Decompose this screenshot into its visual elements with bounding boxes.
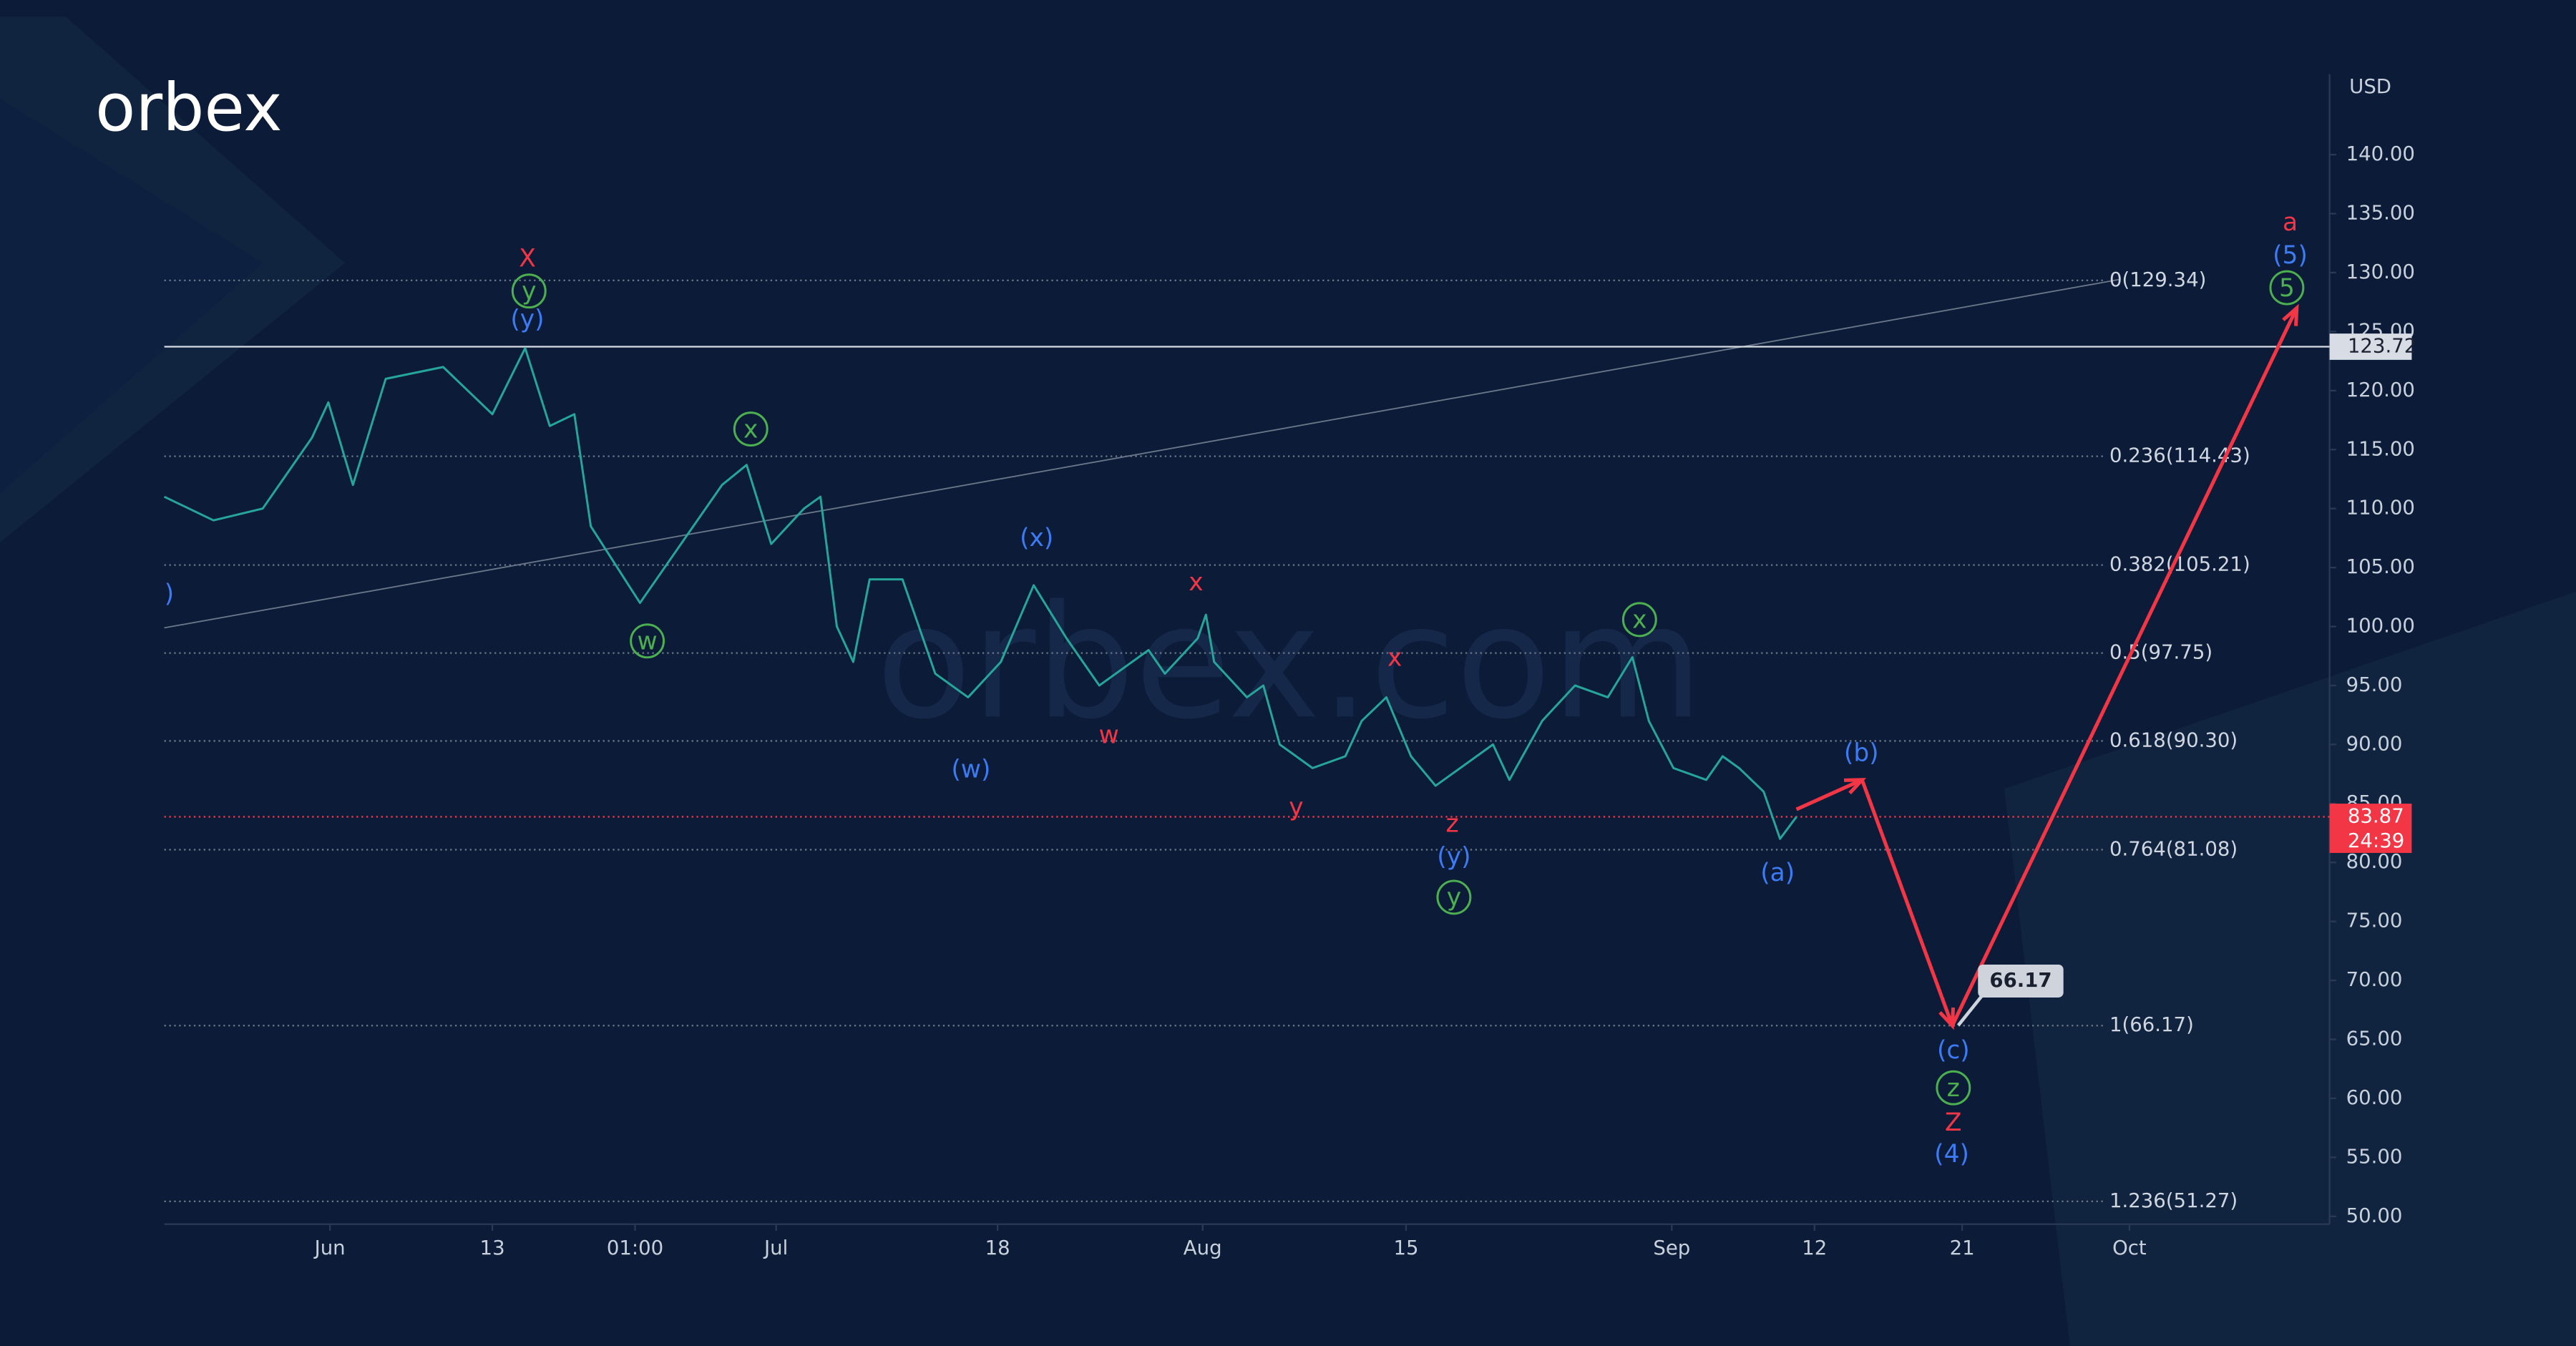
level-label: 123.72 [2348, 335, 2416, 358]
wave-label: z [1446, 809, 1459, 838]
price-label: 83.87 [2348, 804, 2404, 827]
bg-shape [0, 99, 263, 494]
level-box [2329, 333, 2412, 360]
axis-label: USD [2349, 75, 2391, 98]
wave-circle [630, 623, 665, 659]
wave-label: x [1189, 568, 1203, 597]
wave-circle [1436, 879, 1472, 915]
target-box [1978, 965, 2064, 998]
wave-label: ) [165, 580, 174, 608]
x-tick-label: 15 [1393, 1237, 1418, 1259]
fib-label: 0.5(97.75) [2109, 641, 2212, 664]
y-tick-label: 115.00 [2346, 437, 2415, 460]
x-tick-label: Aug [1184, 1237, 1222, 1259]
wave-label: (4) [1934, 1140, 1969, 1169]
logo: orbex [95, 69, 282, 146]
y-tick-label: 100.00 [2346, 615, 2415, 638]
arrow-head [1938, 1007, 1956, 1030]
fib-label: 1(66.17) [2109, 1013, 2194, 1036]
trend-line [164, 278, 2119, 629]
wave-circle [1621, 602, 1657, 638]
target-label: 66.17 [1989, 969, 2051, 992]
y-tick-label: 90.00 [2346, 732, 2403, 755]
price-box [2329, 804, 2412, 853]
x-tick-label: 21 [1950, 1237, 1975, 1259]
y-tick-label: 80.00 [2346, 850, 2403, 873]
y-tick-label: 105.00 [2346, 555, 2415, 578]
y-tick-label: 120.00 [2346, 379, 2415, 401]
wave-label: (y) [1437, 842, 1470, 871]
x-tick-label: Jul [763, 1237, 788, 1259]
wave-label: x [1387, 643, 1402, 672]
forecast-line [1795, 307, 2299, 1028]
wave-label: (b) [1844, 739, 1879, 768]
y-tick-label: 95.00 [2346, 673, 2403, 696]
y-tick-label: 140.00 [2346, 142, 2415, 165]
wave-label: Z [1945, 1108, 1962, 1137]
fib-label: 1.236(51.27) [2109, 1189, 2238, 1212]
y-tick-label: 130.00 [2346, 260, 2415, 283]
wave-label: (5) [2273, 241, 2308, 270]
watermark: orbex.com [876, 572, 1703, 754]
wave-label: y [522, 277, 536, 306]
wave-label: w [638, 628, 658, 656]
wave-label: w [1099, 721, 1119, 749]
wave-label: (y) [510, 306, 544, 334]
wave-label: y [1289, 793, 1303, 821]
wave-label: y [1447, 884, 1461, 912]
x-tick-label: 12 [1802, 1237, 1827, 1259]
y-tick-label: 65.00 [2346, 1028, 2403, 1050]
y-tick-label: 70.00 [2346, 968, 2403, 991]
y-tick-label: 110.00 [2346, 497, 2415, 520]
wave-circle [2269, 270, 2305, 306]
fib-label: 0(129.34) [2109, 268, 2206, 291]
x-tick-label: 13 [480, 1237, 505, 1259]
fib-label: 0.618(90.30) [2109, 728, 2238, 751]
countdown: 24:39 [2348, 829, 2404, 852]
wave-circle [733, 411, 769, 447]
wave-label: z [1947, 1074, 1960, 1103]
wave-label: x [743, 415, 758, 444]
arrow-head [1843, 778, 1867, 795]
wave-label: (w) [951, 756, 990, 784]
arrow-head [2282, 303, 2299, 326]
wave-label: a [2283, 208, 2298, 237]
y-tick-label: 50.00 [2346, 1204, 2403, 1227]
x-tick-label: Oct [2112, 1237, 2147, 1259]
wave-label: (x) [1020, 524, 1053, 552]
wave-circle [511, 273, 547, 309]
wave-circle [1936, 1070, 1971, 1106]
fib-label: 0.382(105.21) [2109, 553, 2250, 576]
x-tick-label: 18 [985, 1237, 1010, 1259]
wave-label: X [519, 245, 536, 273]
wave-label: (c) [1937, 1036, 1970, 1065]
x-tick-label: 01:00 [607, 1237, 663, 1259]
wave-label: 5 [2279, 274, 2295, 303]
fib-label: 0.764(81.08) [2109, 837, 2238, 860]
x-tick-label: Jun [313, 1237, 346, 1259]
wave-label: x [1632, 606, 1646, 635]
y-tick-label: 55.00 [2346, 1145, 2403, 1168]
price-line [163, 346, 1797, 840]
y-tick-label: 60.00 [2346, 1086, 2403, 1109]
y-tick-label: 75.00 [2346, 909, 2403, 932]
y-tick-label: 135.00 [2346, 202, 2415, 225]
target-pointer [1956, 991, 1986, 1027]
wave-label: (a) [1760, 859, 1795, 887]
x-tick-label: Sep [1653, 1237, 1690, 1259]
bg-shape [2004, 591, 2576, 1346]
